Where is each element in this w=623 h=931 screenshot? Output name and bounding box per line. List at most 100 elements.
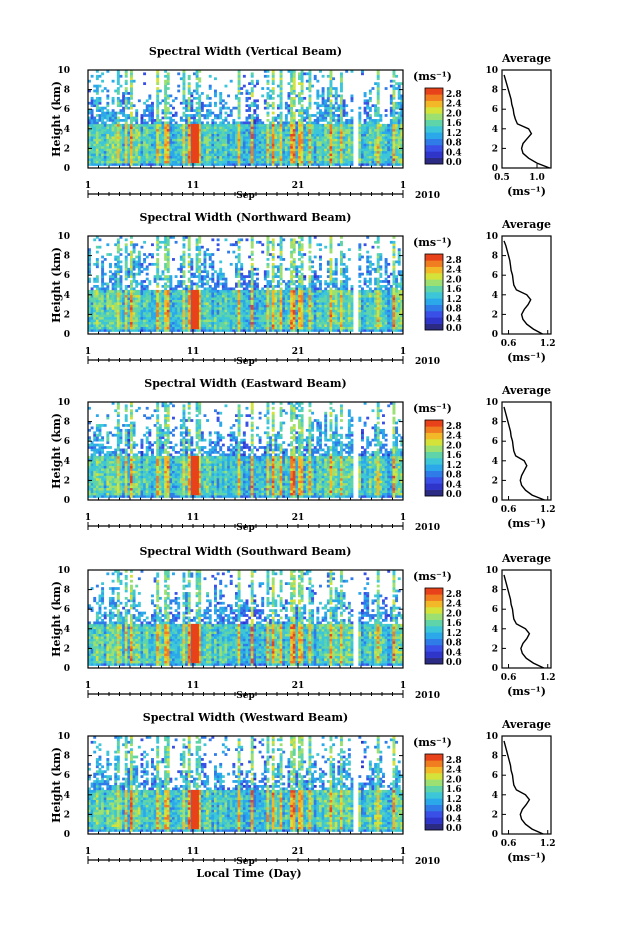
heatmap-cell [158,316,162,320]
heatmap-cell [237,314,241,318]
heatmap-cell [382,158,385,161]
heatmap-cell [326,148,330,152]
heatmap-cell [397,96,401,100]
heatmap-cell [164,299,168,303]
heatmap-cell [130,316,133,320]
heatmap-cell [229,311,233,315]
heatmap-cell [153,131,157,134]
heatmap-cell [219,114,223,117]
heatmap-cell [361,163,364,166]
heatmap-cell [326,133,330,137]
heatmap-cell [263,153,267,157]
heatmap-cell [290,77,294,81]
heatmap-cell [161,150,165,154]
heatmap-cell [179,150,183,154]
heatmap-cell [127,160,131,164]
heatmap-cell [103,292,107,296]
heatmap-cell [98,163,102,166]
heatmap-cell [208,262,212,266]
heatmap-cell [340,119,343,122]
heatmap-cell [216,238,220,242]
heatmap-cell [269,104,273,108]
heatmap-cell [124,294,128,298]
heatmap-cell [106,319,110,323]
heatmap-cell [284,145,288,149]
heatmap-cell [240,133,244,137]
heatmap-cell [256,267,259,271]
heatmap-cell [172,136,175,139]
heatmap-cell [137,326,141,330]
heatmap-cell [109,133,112,137]
heatmap-cell [340,136,343,139]
heatmap-cell [174,292,178,296]
heatmap-cell [122,131,126,134]
heatmap-cell [389,109,393,112]
heatmap-cell [347,145,351,149]
heatmap-cell [166,253,170,256]
heatmap-cell [248,292,252,296]
heatmap-cell [179,119,183,122]
heatmap-cell [193,329,196,332]
heatmap-cell [387,158,391,161]
heatmap-cell [361,145,364,149]
heatmap-cell [292,104,296,108]
heatmap-cell [206,287,210,291]
heatmap-cell [332,143,336,147]
heatmap-cell [208,111,212,115]
heatmap-cell [182,329,186,332]
heatmap-cell [358,148,362,152]
heatmap-cell [114,270,118,274]
heatmap-cell [279,119,283,122]
heatmap-cell [219,272,223,276]
heatmap-cell [292,163,296,166]
panel-2: Spectral Width (Northward Beam)0246810He… [50,211,556,367]
heatmap-cell [103,314,107,318]
heatmap-cell [206,321,210,325]
heatmap-cell [140,131,144,134]
heatmap-cell [384,143,388,147]
heatmap-cell [392,109,396,112]
heatmap-cell [98,138,102,142]
heatmap-cell [198,94,202,98]
heatmap-cell [200,297,204,300]
heatmap-cell [292,128,296,132]
heatmap-cell [130,126,133,130]
heatmap-cell [227,145,231,149]
heatmap-cell [248,158,252,161]
heatmap-cell [156,267,160,271]
heatmap-cell [130,158,133,161]
heatmap-cell [313,160,317,164]
heatmap-cell [211,326,215,330]
heatmap-cell [319,153,322,157]
heatmap-cell [203,304,207,308]
heatmap-cell [166,329,170,332]
heatmap-cell [258,299,262,303]
heatmap-cell [211,314,215,318]
heatmap-cell [179,289,183,293]
heatmap-cell [164,297,168,300]
heatmap-cell [219,282,223,286]
heatmap-cell [368,136,372,139]
heatmap-cell [151,324,154,327]
heatmap-cell [208,255,212,259]
heatmap-cell [329,77,333,81]
heatmap-cell [263,309,267,313]
heatmap-cell [198,272,202,276]
heatmap-cell [161,145,165,149]
heatmap-cell [156,262,160,266]
heatmap-cell [221,289,225,293]
heatmap-cell [321,131,325,134]
heatmap-cell [169,319,173,323]
heatmap-cell [261,123,265,127]
heatmap-cell [203,158,207,161]
heatmap-cell [90,145,94,149]
heatmap-cell [287,109,291,112]
heatmap-cell [124,285,128,288]
heatmap-cell [161,311,165,315]
heatmap-cell [290,145,294,149]
heatmap-cell [111,116,115,120]
heatmap-cell [374,141,378,144]
colorbar-tick-label: 1.6 [446,119,462,129]
heatmap-cell [376,92,380,95]
heatmap-cell [148,321,152,325]
